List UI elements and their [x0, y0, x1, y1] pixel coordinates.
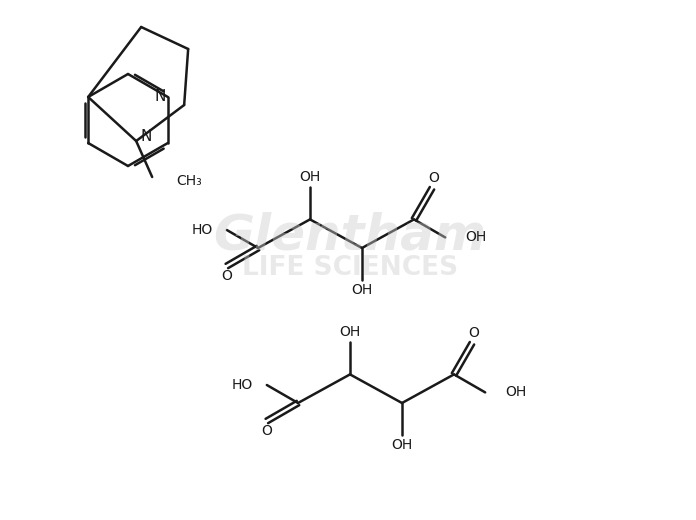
Text: OH: OH — [299, 171, 321, 185]
Text: Glentham: Glentham — [214, 211, 487, 259]
Text: CH₃: CH₃ — [176, 174, 202, 188]
Text: OH: OH — [505, 385, 526, 399]
Text: O: O — [429, 171, 439, 185]
Text: O: O — [468, 326, 480, 340]
Text: OH: OH — [465, 230, 487, 244]
Text: N: N — [154, 88, 166, 103]
Text: OH: OH — [351, 283, 372, 297]
Text: OH: OH — [391, 438, 413, 452]
Text: O: O — [262, 424, 272, 438]
Text: HO: HO — [191, 223, 213, 237]
Text: O: O — [221, 269, 232, 283]
Text: OH: OH — [340, 326, 361, 340]
Text: HO: HO — [232, 378, 253, 392]
Text: N: N — [141, 128, 152, 144]
Text: LIFE SCIENCES: LIFE SCIENCES — [242, 255, 458, 281]
